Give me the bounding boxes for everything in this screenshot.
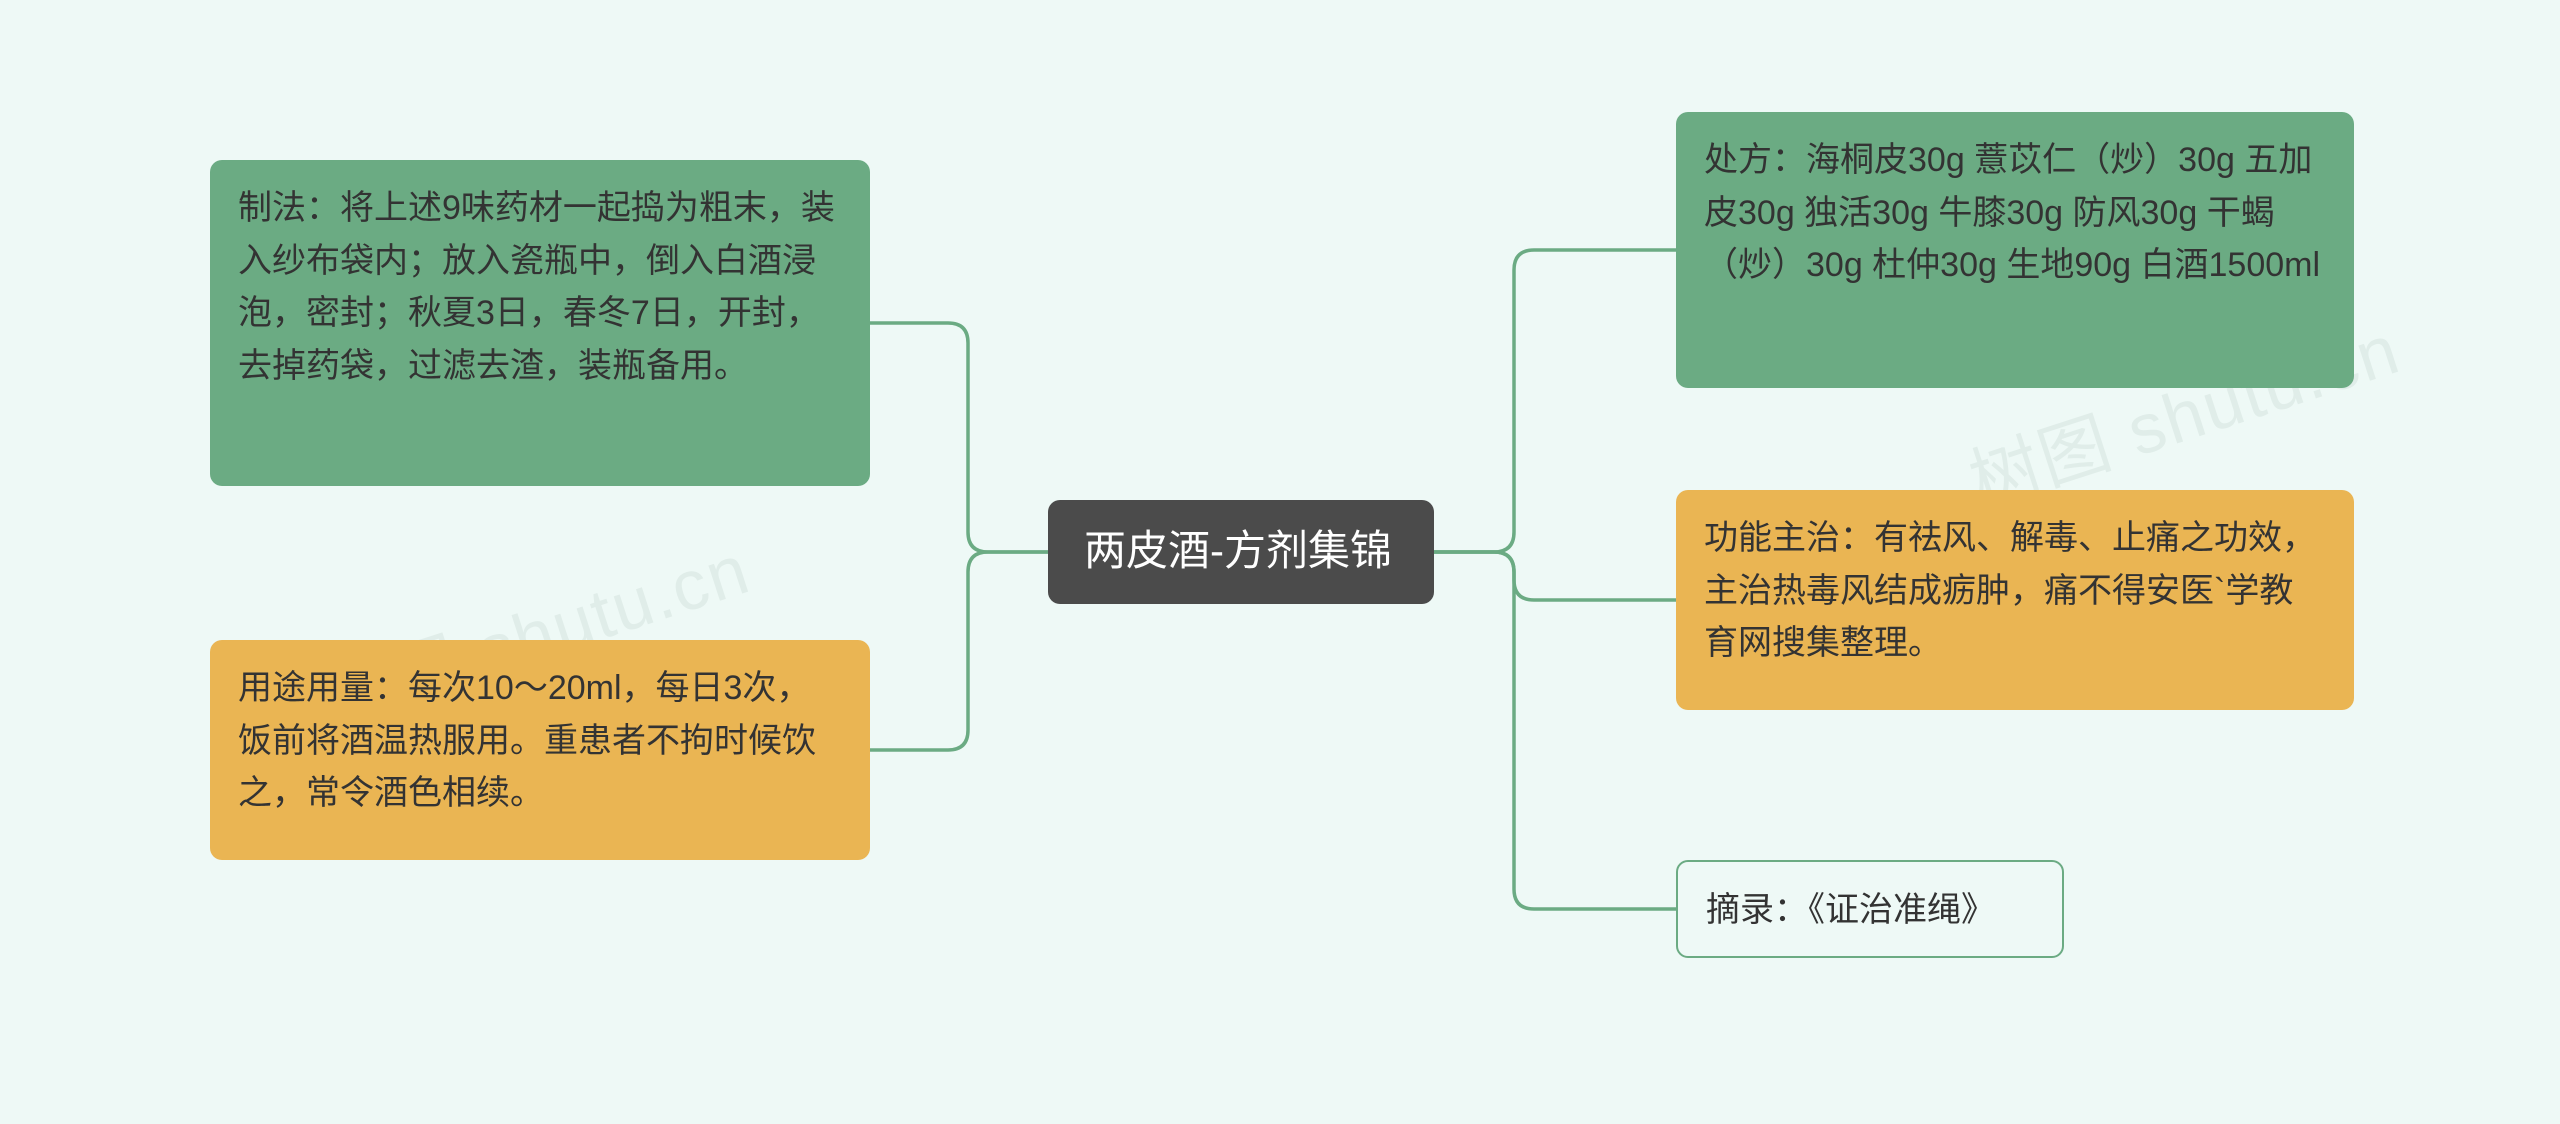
node-excerpt[interactable]: 摘录：《证治准绳》 — [1676, 860, 2064, 958]
node-method[interactable]: 制法：将上述9味药材一起捣为粗末，装入纱布袋内；放入瓷瓶中，倒入白酒浸泡，密封；… — [210, 160, 870, 486]
mindmap-canvas: 树图 shutu.cn 树图 shutu.cn 两皮酒-方剂集锦 制法：将上述9… — [0, 0, 2560, 1124]
node-usage[interactable]: 用途用量：每次10～20ml，每日3次，饭前将酒温热服用。重患者不拘时候饮之，常… — [210, 640, 870, 860]
root-node[interactable]: 两皮酒-方剂集锦 — [1048, 500, 1434, 604]
node-function[interactable]: 功能主治：有祛风、解毒、止痛之功效，主治热毒风结成疬肿，痛不得安医`学教育网搜集… — [1676, 490, 2354, 710]
node-prescription[interactable]: 处方：海桐皮30g 薏苡仁（炒）30g 五加皮30g 独活30g 牛膝30g 防… — [1676, 112, 2354, 388]
